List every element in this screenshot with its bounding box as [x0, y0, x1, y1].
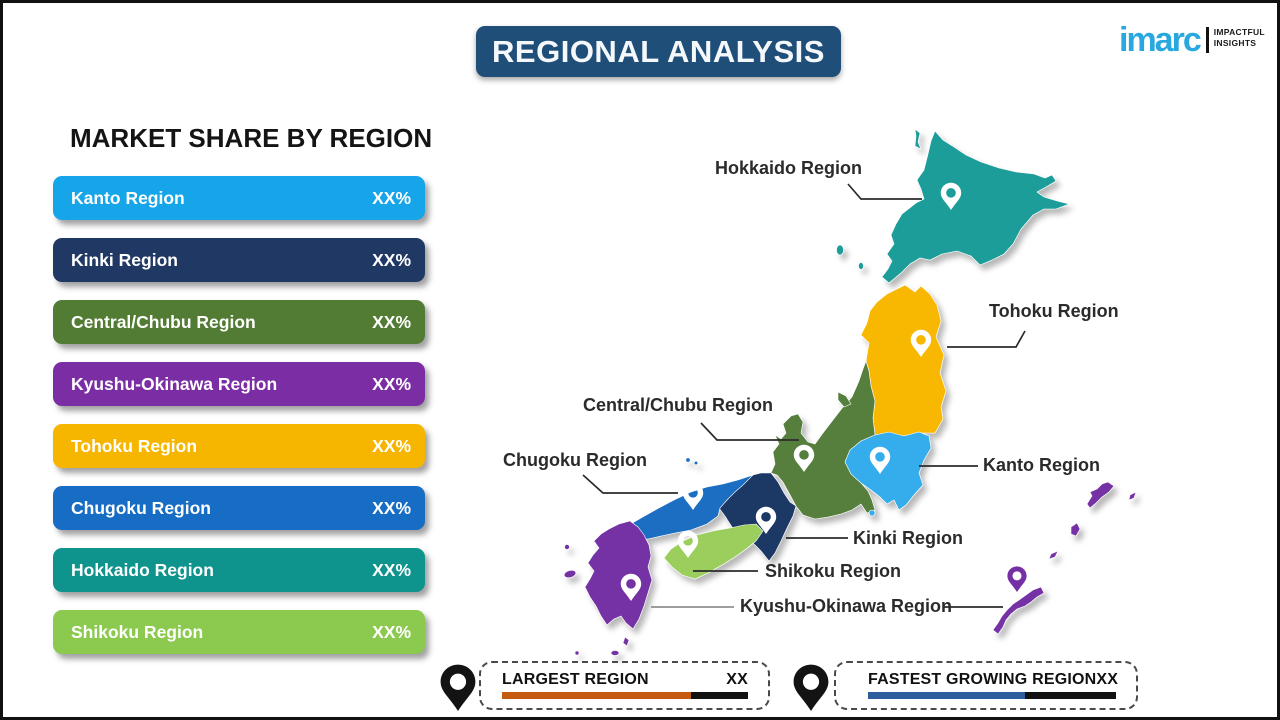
market-share-bar-hokkaido: Hokkaido Region XX% — [53, 548, 425, 592]
bar-label: Tohoku Region — [71, 435, 198, 456]
japan-map — [563, 128, 1137, 656]
fastest-growing-bar-rest — [1025, 692, 1116, 699]
bar-value: XX% — [372, 373, 411, 394]
market-share-bar-shikoku: Shikoku Region XX% — [53, 610, 425, 654]
map-islet-kyushu-s3 — [574, 650, 580, 656]
label-connector-hokkaido — [847, 183, 922, 200]
label-connector-tohoku — [947, 330, 1026, 348]
map-islet-kanto — [868, 509, 876, 517]
label-connector-central-chubu — [700, 422, 799, 441]
map-islet-sado — [837, 391, 852, 408]
map-label-kinki: Kinki Region — [853, 528, 964, 548]
label-connector-chugoku — [582, 474, 678, 494]
largest-region-pin-icon — [440, 664, 476, 711]
largest-region-label: LARGEST REGION — [502, 671, 649, 688]
map-islet-amami — [1086, 481, 1115, 509]
map-islet-okinawa-small — [1048, 550, 1059, 560]
map-islet-kyushu-w2 — [564, 544, 570, 550]
map-label-shikoku: Shikoku Region — [765, 561, 902, 581]
largest-region-legend: LARGEST REGION XX — [479, 661, 770, 710]
map-label-central-chubu: Central/Chubu Region — [583, 395, 773, 415]
largest-region-value: XX — [726, 671, 748, 688]
market-share-heading: MARKET SHARE BY REGION — [70, 123, 433, 153]
largest-region-bar-rest — [691, 692, 748, 699]
bar-label: Central/Chubu Region — [71, 311, 256, 332]
bar-label: Shikoku Region — [71, 621, 204, 642]
map-region-okinawa-main — [992, 586, 1045, 635]
page-title: REGIONAL ANALYSIS — [492, 33, 825, 69]
map-label-chugoku: Chugoku Region — [503, 450, 647, 470]
map-islet-okinawa-sliver — [1128, 491, 1137, 501]
logo-divider — [1205, 27, 1209, 53]
fastest-growing-bar — [868, 692, 1116, 699]
map-region-kanto — [844, 431, 932, 511]
largest-region-bar-fill — [502, 692, 692, 699]
map-islet-hokkaido-nw — [914, 128, 922, 150]
map-pin-okinawa — [1007, 566, 1027, 592]
market-share-bar-kyushu-okinawa: Kyushu-Okinawa Region XX% — [53, 362, 425, 406]
map-islet-oki1 — [685, 457, 691, 463]
map-islet-kyushu-w1 — [563, 569, 577, 579]
bar-value: XX% — [372, 435, 411, 456]
map-label-kanto: Kanto Region — [983, 455, 1100, 475]
bar-value: XX% — [372, 311, 411, 332]
fastest-growing-value: XX — [1096, 671, 1119, 688]
map-region-shikoku — [663, 523, 764, 580]
map-islet-kyushu-s1 — [610, 650, 620, 656]
logo-tagline-line2: INSIGHTS — [1213, 38, 1257, 49]
market-share-bar-chugoku: Chugoku Region XX% — [53, 486, 425, 530]
bar-value: XX% — [372, 621, 411, 642]
map-region-hokkaido — [881, 130, 1070, 284]
fastest-growing-label: FASTEST GROWING REGION — [868, 671, 1097, 688]
market-share-bar-tohoku: Tohoku Region XX% — [53, 424, 425, 468]
bar-value: XX% — [372, 249, 411, 270]
bar-value: XX% — [372, 497, 411, 518]
imarc-logo: imarc IMPACTFUL INSIGHTS — [1119, 23, 1265, 57]
map-islet-kyushu-s2 — [622, 636, 630, 647]
bar-label: Kinki Region — [71, 249, 178, 270]
map-label-kyushu-okinawa: Kyushu-Okinawa Region — [740, 596, 953, 616]
market-share-bar-list: Kanto Region XX% Kinki Region XX% Centra… — [53, 176, 425, 654]
map-islet-hokkaido-sw1 — [836, 244, 844, 256]
market-share-bar-kinki: Kinki Region XX% — [53, 238, 425, 282]
logo-tagline-line1: IMPACTFUL — [1213, 27, 1265, 37]
logo-tagline: IMPACTFUL INSIGHTS — [1214, 27, 1265, 49]
map-region-kyushu — [584, 520, 653, 630]
bar-value: XX% — [372, 559, 411, 580]
map-islet-hokkaido-sw2 — [858, 262, 864, 270]
logo-brand-text: imarc — [1119, 21, 1202, 59]
fastest-growing-bar-fill — [868, 692, 1026, 699]
market-share-bar-central-chubu: Central/Chubu Region XX% — [53, 300, 425, 344]
map-label-tohoku: Tohoku Region — [989, 301, 1119, 321]
bar-label: Hokkaido Region — [71, 559, 214, 580]
map-islet-oki2 — [693, 460, 699, 466]
bar-value: XX% — [372, 187, 411, 208]
map-label-hokkaido: Hokkaido Region — [715, 158, 863, 178]
fastest-growing-pin-icon — [793, 664, 829, 711]
bar-label: Kyushu-Okinawa Region — [71, 373, 278, 394]
fastest-growing-legend: FASTEST GROWING REGION XX — [834, 661, 1138, 710]
map-islet-okinawa-mid — [1070, 522, 1081, 537]
market-share-bar-kanto: Kanto Region XX% — [53, 176, 425, 220]
title-banner: REGIONAL ANALYSIS — [476, 26, 841, 77]
largest-region-bar — [502, 692, 748, 699]
bar-label: Chugoku Region — [71, 497, 211, 518]
bar-label: Kanto Region — [71, 187, 185, 208]
